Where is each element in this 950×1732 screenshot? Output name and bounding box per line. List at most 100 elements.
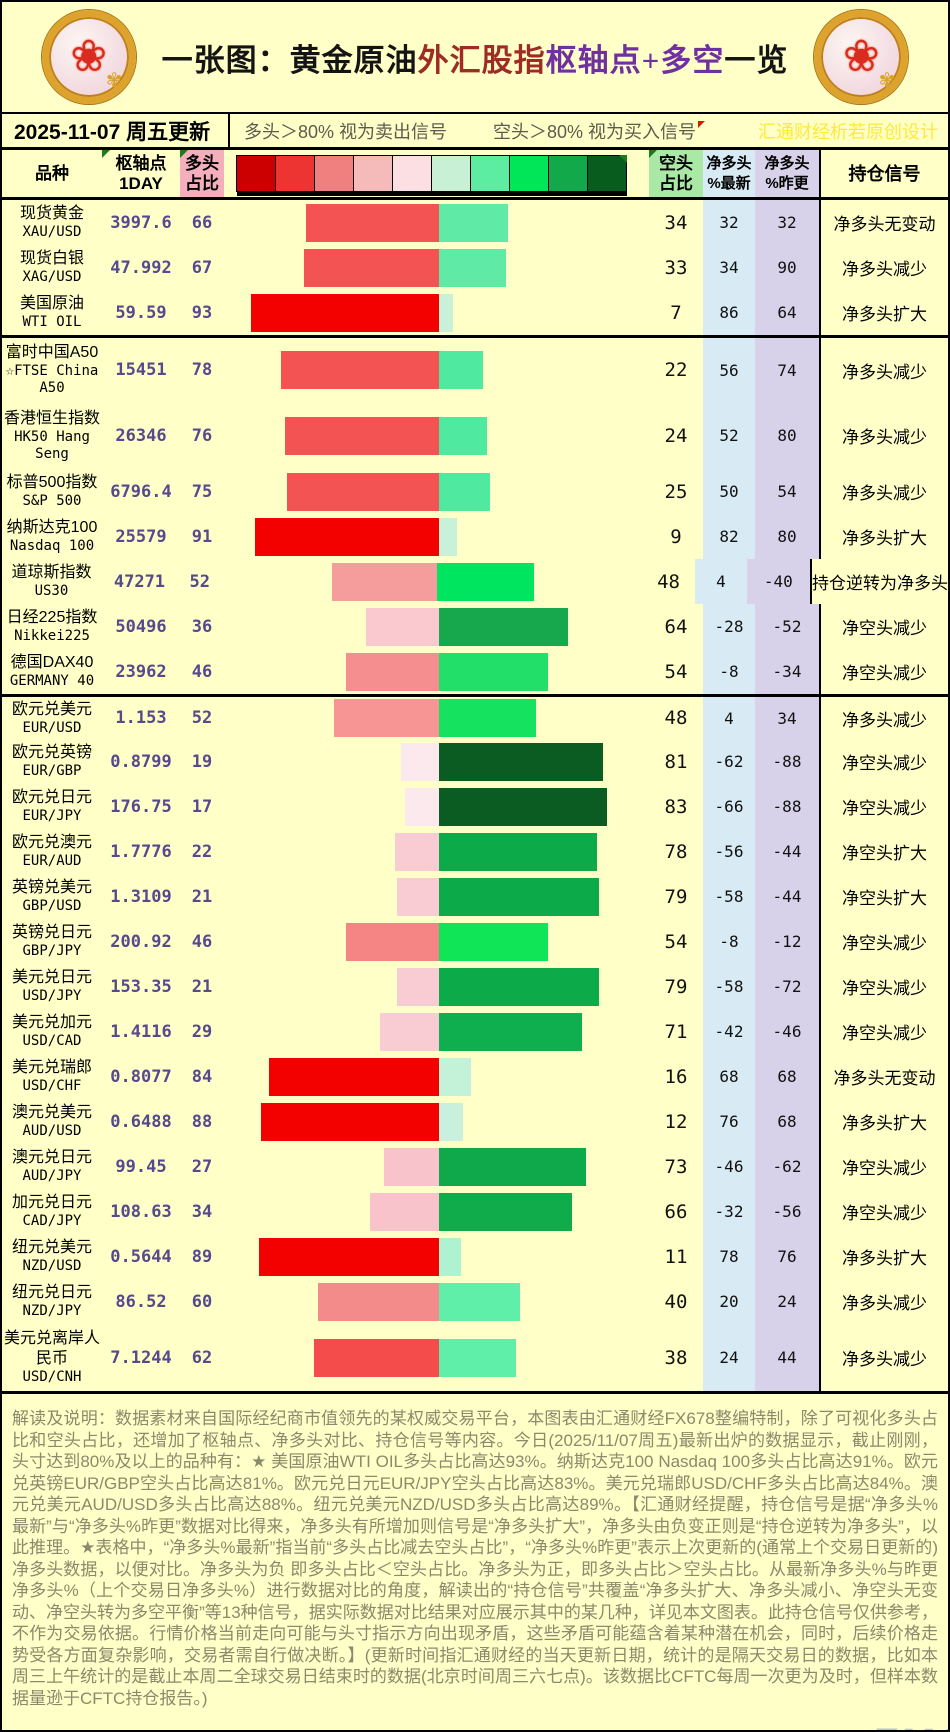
net-long-latest: 82	[703, 514, 755, 559]
table-row: 欧元兑日元 EUR/JPY 176.75 17 83 -66 -88 净空头减少	[2, 784, 948, 829]
product-name: 美元兑离岸人 民币 USD/CNH	[2, 1324, 102, 1391]
sprig-icon: ✾	[878, 70, 896, 92]
pivot-value: 108.63	[110, 1201, 172, 1222]
table-row: 澳元兑日元 AUD/JPY 99.45 27 73 -46 -62 净空头减少	[2, 1144, 948, 1189]
net-long-prev: 32	[755, 200, 819, 245]
pivot-value: 0.5644	[110, 1246, 172, 1267]
title-segment: 外汇股指	[417, 42, 546, 78]
product-name-line: USD/CNH	[22, 1369, 82, 1385]
fx678-watermark: FX678	[873, 1725, 948, 1730]
long-bar	[281, 351, 439, 389]
ratio-bar	[224, 964, 649, 1009]
table-row: 欧元兑英镑 EUR/GBP 0.8799 19 81 -62 -88 净空头减少	[2, 739, 948, 784]
table-row: 标普500指数 S&P 500 6796.4 75 25 50 54 净多头减少	[2, 469, 948, 514]
product-name: 标普500指数 S&P 500	[2, 469, 102, 514]
ratio-bar	[224, 1279, 649, 1324]
table-row: 美元兑瑞郎 USD/CHF 0.8077 84 16 68 68 净多头无变动	[2, 1054, 948, 1099]
product-name-line: 英镑兑日元	[11, 924, 92, 941]
ratio-bar-cell	[224, 604, 649, 649]
long-bar	[261, 1102, 439, 1141]
ratio-bar-cell	[224, 514, 649, 559]
short-ratio-value: 78	[664, 840, 688, 863]
long-ratio-value: 52	[191, 708, 213, 728]
short-ratio-value: 64	[664, 615, 688, 638]
long-bar	[314, 1338, 439, 1377]
ratio-bar-cell	[224, 1279, 649, 1324]
product-name-line: 欧元兑澳元	[11, 834, 92, 851]
position-signal: 净多头无变动	[819, 200, 948, 245]
short-ratio-value: 9	[670, 525, 682, 548]
product-name: 澳元兑美元 AUD/USD	[2, 1099, 102, 1144]
position-signal: 净多头减少	[819, 338, 948, 402]
scale-swatch	[548, 155, 588, 192]
position-signal: 净多头减少	[819, 245, 948, 290]
short-bar	[439, 416, 487, 455]
product-name: 加元兑日元 CAD/JPY	[2, 1189, 102, 1234]
product-name-line: 美元兑加元	[11, 1014, 92, 1031]
ratio-bar-cell	[224, 919, 649, 964]
product-name: 富时中国A50 ☆FTSE China A50	[2, 338, 102, 402]
col-header-short-ratio: 空头 占比	[649, 150, 703, 197]
ratio-bar	[224, 1189, 649, 1234]
short-ratio-value: 7	[670, 301, 682, 324]
long-ratio-value: 21	[191, 976, 213, 997]
ratio-bar	[224, 1099, 649, 1144]
col-header-long-ratio: 多头 占比	[180, 150, 224, 197]
pivot-value: 153.35	[110, 976, 172, 997]
ratio-bar-cell	[224, 784, 649, 829]
product-name-line: 现货黄金	[19, 205, 84, 222]
scale-swatch	[353, 155, 393, 192]
position-signal: 净多头扩大	[819, 514, 948, 559]
ratio-bar	[224, 874, 649, 919]
product-name: 纽元兑美元 NZD/USD	[2, 1234, 102, 1279]
table-row: 纳斯达克100 Nasdaq 100 25579 91 9 82 80 净多头扩大	[2, 514, 948, 559]
table-row: 澳元兑美元 AUD/USD 0.6488 88 12 76 68 净多头扩大	[2, 1099, 948, 1144]
ratio-bar-cell	[224, 649, 649, 694]
long-ratio-value: 34	[191, 1201, 213, 1222]
short-ratio-value: 16	[664, 1065, 688, 1088]
net-long-latest: 78	[703, 1234, 755, 1279]
short-bar	[439, 1282, 520, 1321]
product-name-line: USD/CAD	[22, 1033, 82, 1049]
product-name-line: 民币	[35, 1350, 68, 1367]
table-header: 品种 枢轴点 1DAY 多头 占比 空头 占比 净多头 %最新 净多头	[2, 150, 948, 200]
position-signal: 持仓逆转为净多头	[809, 559, 948, 604]
net-long-latest: -42	[703, 1009, 755, 1054]
pivot-value: 200.92	[110, 931, 172, 952]
ratio-bar	[224, 1234, 649, 1279]
ratio-bar	[224, 338, 649, 402]
product-name-line: GERMANY 40	[9, 673, 95, 689]
product-name-line: Nasdaq 100	[9, 538, 95, 554]
product-name-line: 欧元兑英镑	[11, 744, 92, 761]
short-bar	[439, 1057, 471, 1096]
product-name: 欧元兑日元 EUR/JPY	[2, 784, 102, 829]
page-title: 一张图：黄金原油外汇股指枢轴点+多空一览	[162, 35, 789, 80]
long-bar	[346, 922, 439, 961]
net-long-latest: -56	[703, 829, 755, 874]
short-ratio-value: 48	[664, 707, 688, 729]
table-row: 美元兑日元 USD/JPY 153.35 21 79 -58 -72 净空头减少	[2, 964, 948, 1009]
product-name-line: EUR/AUD	[22, 853, 82, 869]
table-row: 现货黄金 XAU/USD 3997.6 66 34 32 32 净多头无变动	[2, 200, 948, 245]
short-ratio-value: 38	[664, 1346, 688, 1369]
credits-row: FX678 本表格由汇通财经自制整编本表格由汇通财经自制整编本表格由汇通财经自制…	[12, 1725, 948, 1730]
ratio-bar-cell	[224, 874, 649, 919]
net-long-latest: -46	[703, 1144, 755, 1189]
table-row: 富时中国A50 ☆FTSE China A50 15451 78 22 56 74 净多头减少	[2, 335, 948, 402]
net-long-latest: 32	[703, 200, 755, 245]
long-bar	[401, 742, 439, 781]
ratio-bar	[224, 919, 649, 964]
net-long-prev: 34	[755, 697, 819, 739]
product-name-line: 富时中国A50	[5, 344, 99, 361]
net-long-prev: -44	[755, 874, 819, 919]
net-long-prev: -46	[755, 1009, 819, 1054]
short-bar	[439, 607, 568, 646]
position-signal: 净多头减少	[819, 1324, 948, 1391]
short-ratio-value: 81	[664, 750, 688, 773]
product-name: 香港恒生指数 HK50 Hang Seng	[2, 402, 102, 469]
net-long-prev: -40	[746, 559, 810, 604]
long-ratio-value: 88	[191, 1111, 213, 1132]
long-bar	[287, 472, 439, 511]
long-ratio-value: 62	[191, 1347, 213, 1368]
net-long-latest: -8	[703, 649, 755, 694]
